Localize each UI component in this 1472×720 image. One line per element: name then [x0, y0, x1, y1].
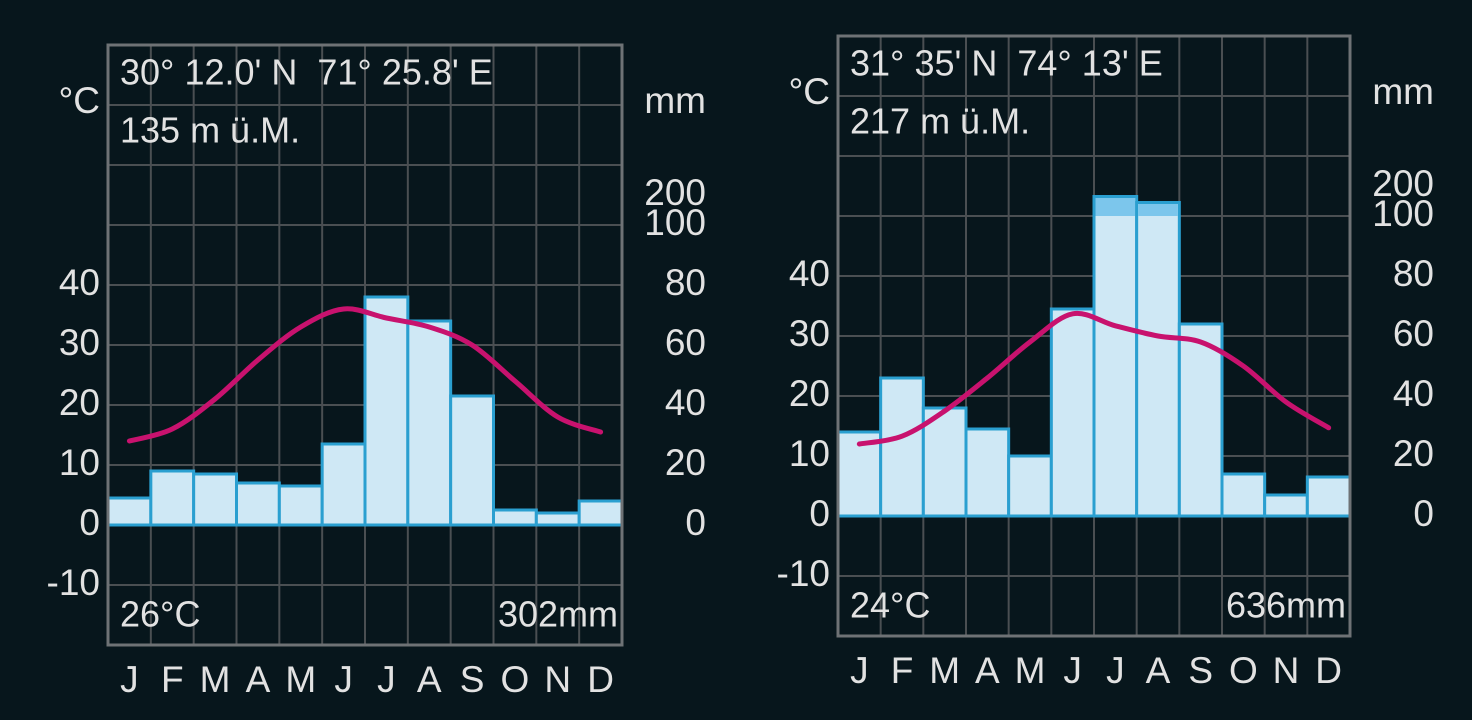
annual-precipitation: 636mm: [1226, 585, 1346, 626]
y-tick-label: 30: [59, 322, 100, 363]
y2-tick-label: 200: [644, 172, 706, 213]
x-tick-label: F: [891, 650, 914, 691]
precipitation-bar: [577, 499, 624, 527]
y-tick-label: -10: [777, 553, 830, 594]
coordinates: 31° 35' N 74° 13' E: [850, 43, 1163, 84]
y-tick-label: -10: [47, 562, 100, 603]
mean-temperature: 24°C: [850, 585, 930, 626]
x-tick-label: A: [246, 659, 271, 700]
x-tick-label: J: [334, 659, 353, 700]
annual-precipitation: 302mm: [498, 594, 618, 635]
precipitation-bar: [1007, 454, 1053, 518]
y-tick-label: 30: [789, 313, 830, 354]
precipitation-bar: [1263, 493, 1309, 518]
precipitation-bar: [406, 319, 453, 527]
y-unit: °C: [58, 80, 100, 121]
precipitation-bar: [106, 496, 153, 527]
precipitation-bar: [1220, 472, 1267, 518]
x-tick-label: D: [587, 659, 614, 700]
x-tick-label: A: [975, 650, 1000, 691]
x-tick-label: F: [161, 659, 184, 700]
coordinates: 30° 12.0' N 71° 25.8' E: [120, 52, 493, 93]
y2-tick-label: 20: [1393, 433, 1434, 474]
y2-tick-label: 60: [665, 322, 706, 363]
y-tick-label: 40: [789, 253, 830, 294]
x-tick-label: J: [1106, 650, 1125, 691]
x-tick-label: O: [501, 659, 530, 700]
precipitation-bar: [192, 472, 239, 527]
precipitation-bar: [534, 511, 581, 527]
precipitation-bar: [235, 481, 281, 527]
elevation: 217 m ü.M.: [850, 101, 1030, 142]
x-tick-label: J: [850, 650, 869, 691]
y-tick-label: 10: [59, 442, 100, 483]
y2-tick-label: 20: [665, 442, 706, 483]
x-tick-label: N: [1273, 650, 1300, 691]
y2-tick-label: 0: [685, 502, 706, 543]
plot-frame: [836, 34, 1352, 638]
x-tick-label: O: [1229, 650, 1258, 691]
x-tick-label: J: [1063, 650, 1082, 691]
y2-tick-label: 0: [1413, 493, 1434, 534]
plot-frame: [106, 43, 624, 647]
y2-tick-label: 80: [665, 262, 706, 303]
y2-unit: mm: [644, 80, 706, 121]
x-tick-label: A: [1146, 650, 1171, 691]
precipitation-bar: [964, 427, 1011, 518]
y2-tick-label: 100: [644, 202, 706, 243]
y-tick-label: 0: [809, 493, 830, 534]
y2-tick-label: 100: [1372, 193, 1434, 234]
perhumid-fill: [1138, 204, 1178, 216]
y-tick-label: 0: [79, 502, 100, 543]
precipitation-bar: [449, 394, 495, 527]
x-tick-label: J: [120, 659, 139, 700]
precipitation-bar: [492, 508, 538, 527]
precipitation-bar: [879, 376, 925, 518]
precipitation-bar: [1177, 322, 1224, 518]
precipitation-bar: [1049, 307, 1096, 518]
y2-tick-label: 40: [1393, 373, 1434, 414]
x-tick-label: A: [417, 659, 442, 700]
temperature-line: [126, 306, 604, 444]
perhumid-fill: [1095, 198, 1136, 216]
y2-tick-label: 80: [1393, 253, 1434, 294]
precipitation-bar: [1135, 201, 1181, 518]
y-unit: °C: [788, 71, 830, 112]
precipitation-bar: [149, 469, 196, 527]
y2-tick-label: 60: [1393, 313, 1434, 354]
y-tick-label: 40: [59, 262, 100, 303]
mean-temperature: 26°C: [120, 594, 200, 635]
x-tick-label: M: [200, 659, 231, 700]
x-tick-label: M: [1015, 650, 1046, 691]
x-tick-label: D: [1315, 650, 1342, 691]
y2-unit: mm: [1372, 71, 1434, 112]
y2-tick-label: 40: [665, 382, 706, 423]
temperature-line: [856, 310, 1332, 447]
precipitation-bar: [277, 484, 324, 527]
elevation: 135 m ü.M.: [120, 110, 300, 151]
precipitation-bar: [1092, 195, 1139, 518]
precipitation-bar: [921, 406, 968, 518]
x-tick-label: N: [544, 659, 571, 700]
precipitation-bar: [1305, 475, 1352, 518]
precipitation-bar: [363, 295, 410, 527]
x-tick-label: S: [1188, 650, 1213, 691]
x-tick-label: S: [460, 659, 485, 700]
x-tick-label: M: [929, 650, 960, 691]
y-tick-label: 20: [789, 373, 830, 414]
precipitation-bar: [320, 442, 367, 527]
x-tick-label: J: [377, 659, 396, 700]
y-tick-label: 10: [789, 433, 830, 474]
x-tick-label: M: [285, 659, 316, 700]
y2-tick-label: 200: [1372, 163, 1434, 204]
y-tick-label: 20: [59, 382, 100, 423]
